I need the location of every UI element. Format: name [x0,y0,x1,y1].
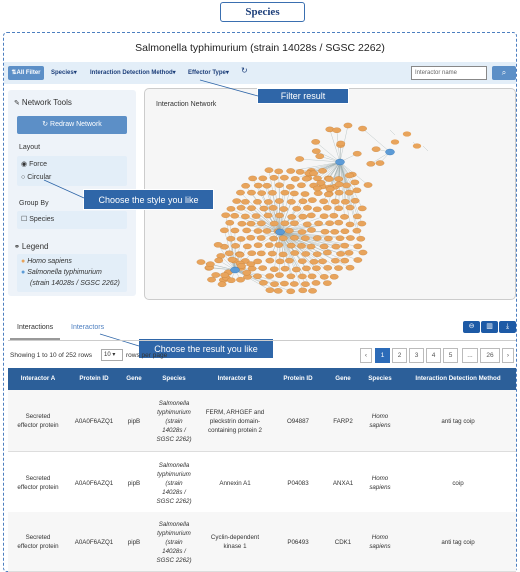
table-cell: Annexin A1 [200,479,270,488]
table-cell: A0A0F6AZQ1 [68,479,120,488]
table-cell: A0A0F6AZQ1 [68,417,120,426]
page-button[interactable]: 1 [375,348,390,363]
table-cell: CDK1 [326,538,360,547]
toggle-icon: ⊖ [469,323,475,330]
table-cell-line: SGSC 2262) [148,497,200,506]
table-cell: pipB [120,538,148,547]
table-cell-line: typhimurium [148,408,200,417]
page-button[interactable]: 26 [480,348,500,363]
tab-interactions[interactable]: Interactions [17,324,53,331]
table-cell-line: (strain [148,417,200,426]
table-cell: A0A0F6AZQ1 [68,538,120,547]
table-cell-line: (strain [148,479,200,488]
page-button[interactable]: 2 [392,348,407,363]
page-button[interactable]: 4 [426,348,441,363]
table-cell-line: containing protein 2 [200,426,270,435]
table-cell: O94887 [270,417,326,426]
rows-per-page-value: 10 [104,352,111,358]
download-icon: ⤓ [506,323,509,330]
table-cell-line: effector protein [8,483,68,492]
column-header[interactable]: Interaction Detection Method [400,368,516,390]
table-cell-line: Secreted [8,533,68,542]
table-cell-line: pleckstrin domain- [200,417,270,426]
table-cell-line: (strain [148,538,200,547]
table-cell-line: Secreted [8,412,68,421]
table-cell-line: 14028s / [148,547,200,556]
table-cell: pipB [120,417,148,426]
table-cell: coip [400,479,516,488]
table-cell: ANXA1 [326,479,360,488]
table-cell-line: effector protein [8,421,68,430]
table-cell-line: Annexin A1 [200,479,270,488]
table-cell: anti tag coip [400,538,516,547]
table-cell-line: 14028s / [148,488,200,497]
table-cell: FARP2 [326,417,360,426]
table-cell-line: Homo [360,533,400,542]
table-cell-line: Secreted [8,474,68,483]
table-cell-line: SGSC 2262) [148,435,200,444]
page-button[interactable]: ‹ [360,348,372,363]
columns-icon: ▥ [486,323,493,330]
table-cell-line: sapiens [360,483,400,492]
column-header[interactable]: Protein ID [68,368,120,390]
table-cell: P06493 [270,538,326,547]
table-cell-line: Cyclin-dependent [200,533,270,542]
table-cell-line: typhimurium [148,529,200,538]
table-cell-line: effector protein [8,542,68,551]
table-cell-line: kinase 1 [200,542,270,551]
table-cell-line: Salmonella [148,399,200,408]
page-button[interactable]: 5 [443,348,458,363]
table-cell-line: Homo [360,474,400,483]
table-cell-line: sapiens [360,542,400,551]
tabs-divider [8,340,516,341]
rows-per-page-select[interactable]: 10 ▾ [101,349,123,361]
table-cell-line: Salmonella [148,520,200,529]
page-button[interactable]: 3 [409,348,424,363]
column-header[interactable]: Species [360,368,400,390]
showing-rows-text: Showing 1 to 10 of 252 rows [10,352,92,359]
page-button[interactable]: ... [462,348,478,363]
table-cell-line: typhimurium [148,470,200,479]
table-cell-line: Salmonella [148,461,200,470]
table-cell: pipB [120,479,148,488]
table-cell-line: SGSC 2262) [148,556,200,565]
column-header[interactable]: Interactor B [200,368,270,390]
column-header[interactable]: Protein ID [270,368,326,390]
rows-per-page-label: rows per page [126,352,167,359]
table-cell: anti tag coip [400,417,516,426]
column-header[interactable]: Interactor A [8,368,68,390]
column-header[interactable]: Gene [326,368,360,390]
table-cell-line: FERM, ARHGEF and [200,408,270,417]
column-header[interactable]: Species [148,368,200,390]
toggle-view-button[interactable]: ⊖ [463,321,480,333]
table-cell: P04083 [270,479,326,488]
download-button[interactable]: ⤓ [499,321,516,333]
tab-interactors[interactable]: Interactors [71,324,104,331]
columns-button[interactable]: ▥ [481,321,498,333]
table-cell-line: sapiens [360,421,400,430]
column-header[interactable]: Gene [120,368,148,390]
table-cell-line: Homo [360,412,400,421]
table-cell-line: 14028s / [148,426,200,435]
page-button[interactable]: › [502,348,514,363]
caret-down-icon: ▾ [112,352,115,358]
